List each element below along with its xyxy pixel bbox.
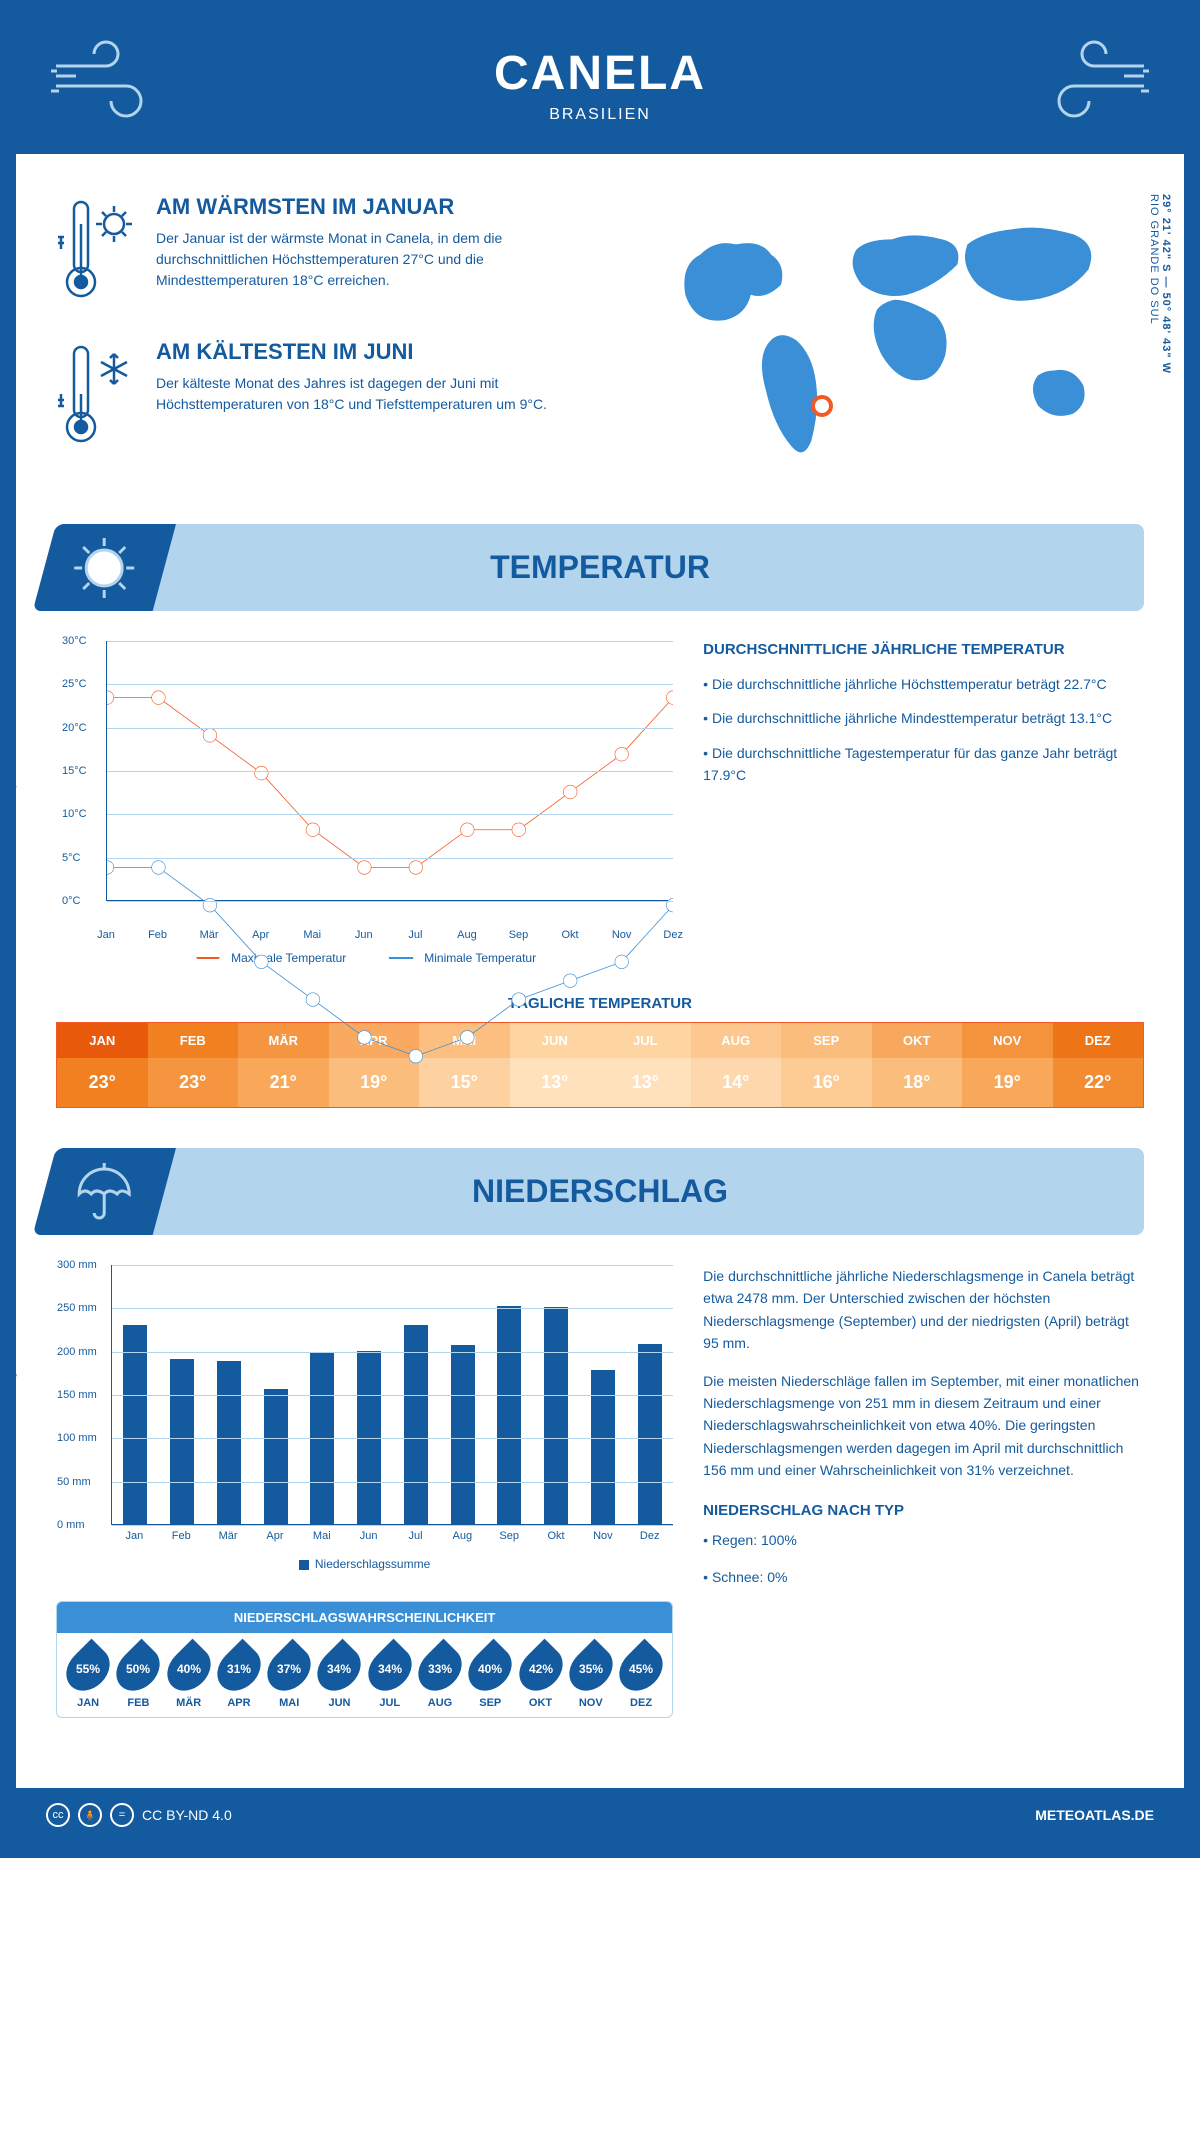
prob-drop: 33%AUG <box>415 1645 465 1709</box>
precipitation-title: NIEDERSCHLAG <box>81 1173 1119 1210</box>
coldest-heading: AM KÄLTESTEN IM JUNI <box>156 339 610 365</box>
page-title: CANELA <box>16 46 1184 101</box>
world-map <box>640 194 1144 481</box>
warmest-block: AM WÄRMSTEN IM JANUAR Der Januar ist der… <box>56 194 610 309</box>
license-text: CC BY-ND 4.0 <box>142 1807 232 1823</box>
wind-icon <box>46 36 166 131</box>
prob-drop: 34%JUL <box>365 1645 415 1709</box>
prob-drop: 37%MAI <box>264 1645 314 1709</box>
bar <box>497 1306 521 1524</box>
bar <box>357 1351 381 1524</box>
sun-icon <box>33 524 176 611</box>
warmest-text: Der Januar ist der wärmste Monat in Cane… <box>156 228 610 291</box>
bar <box>217 1361 241 1524</box>
temperature-title: TEMPERATUR <box>81 549 1119 586</box>
wind-icon <box>1034 36 1154 131</box>
temp-cell: DEZ22° <box>1053 1023 1144 1107</box>
precipitation-probability: NIEDERSCHLAGSWAHRSCHEINLICHKEIT 55%JAN50… <box>56 1601 673 1718</box>
umbrella-icon <box>33 1148 176 1235</box>
coldest-text: Der kälteste Monat des Jahres ist dagege… <box>156 373 610 415</box>
bar <box>544 1307 568 1524</box>
temp-cell: NOV19° <box>962 1023 1053 1107</box>
temperature-line-chart: Temperatur 0°C5°C10°C15°C20°C25°C30°C Ja… <box>56 641 673 965</box>
prob-drop: 50%FEB <box>113 1645 163 1709</box>
bar <box>264 1389 288 1524</box>
prob-drop: 34%JUN <box>314 1645 364 1709</box>
temperature-info: DURCHSCHNITTLICHE JÄHRLICHE TEMPERATUR •… <box>703 641 1144 965</box>
warmest-heading: AM WÄRMSTEN IM JANUAR <box>156 194 610 220</box>
precipitation-info: Die durchschnittliche jährliche Niedersc… <box>703 1265 1144 1718</box>
thermometer-sun-icon <box>56 194 136 309</box>
bar <box>404 1325 428 1524</box>
temp-cell: OKT18° <box>872 1023 963 1107</box>
bar <box>591 1370 615 1524</box>
prob-drop: 45%DEZ <box>616 1645 666 1709</box>
thermometer-snow-icon <box>56 339 136 454</box>
temp-cell: SEP16° <box>781 1023 872 1107</box>
bar <box>638 1344 662 1524</box>
prob-drop: 35%NOV <box>566 1645 616 1709</box>
prob-drop: 55%JAN <box>63 1645 113 1709</box>
prob-drop: 42%OKT <box>515 1645 565 1709</box>
header: CANELA BRASILIEN <box>16 16 1184 154</box>
precipitation-section-header: NIEDERSCHLAG <box>56 1148 1144 1235</box>
bar <box>170 1359 194 1524</box>
bar <box>451 1345 475 1524</box>
page-subtitle: BRASILIEN <box>16 106 1184 124</box>
site-name: METEOATLAS.DE <box>1035 1807 1154 1823</box>
bar <box>123 1325 147 1524</box>
coordinates: 29° 21' 42" S — 50° 48' 43" WRIO GRANDE … <box>1148 194 1172 374</box>
cc-icon: cc <box>46 1803 70 1827</box>
nd-icon: = <box>110 1803 134 1827</box>
precipitation-bar-chart: Niederschlag 0 mm50 mm100 mm150 mm200 mm… <box>56 1265 673 1718</box>
prob-drop: 31%APR <box>214 1645 264 1709</box>
by-icon: 🧍 <box>78 1803 102 1827</box>
prob-drop: 40%SEP <box>465 1645 515 1709</box>
prob-drop: 40%MÄR <box>164 1645 214 1709</box>
footer: cc 🧍 = CC BY-ND 4.0 METEOATLAS.DE <box>16 1788 1184 1842</box>
temperature-section-header: TEMPERATUR <box>56 524 1144 611</box>
precipitation-legend: Niederschlagssumme <box>56 1557 673 1571</box>
temp-cell: AUG14° <box>691 1023 782 1107</box>
coldest-block: AM KÄLTESTEN IM JUNI Der kälteste Monat … <box>56 339 610 454</box>
